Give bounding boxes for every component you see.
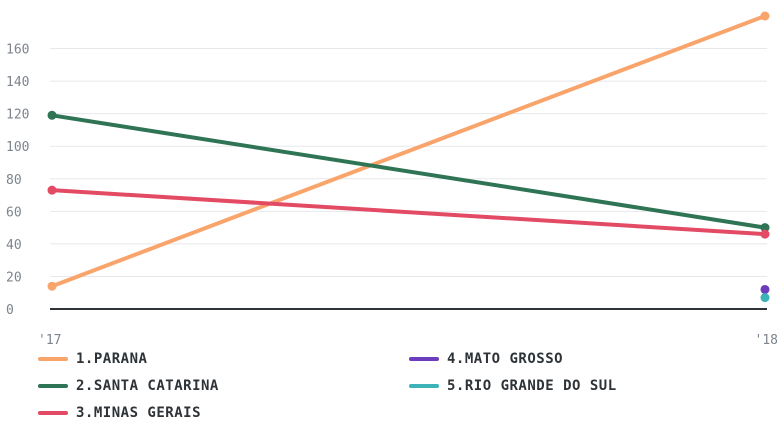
y-tick-label: 100 (6, 140, 29, 155)
data-point (760, 223, 770, 233)
y-tick-label: 60 (6, 205, 22, 220)
data-point (760, 229, 770, 239)
x-tick-label: '18 (755, 333, 778, 348)
data-point (760, 11, 770, 21)
data-point (47, 281, 57, 291)
series-line-3 (50, 188, 767, 237)
y-tick-label: 0 (6, 303, 14, 318)
data-point (760, 293, 770, 303)
gridlines (50, 48, 767, 310)
series-lines (50, 14, 767, 289)
series-line-1 (50, 14, 767, 289)
y-tick-label: 120 (6, 108, 29, 123)
data-point (760, 284, 770, 294)
y-tick-label: 140 (6, 75, 29, 90)
series-line-2 (50, 113, 767, 230)
data-point (47, 110, 57, 120)
series-points (47, 11, 770, 303)
y-tick-label: 160 (6, 43, 29, 58)
x-tick-label: '17 (38, 333, 61, 348)
y-axis-ticks: 0 20 40 60 80 100 120 140 160 (6, 43, 29, 318)
data-point (47, 185, 57, 195)
y-tick-label: 40 (6, 238, 22, 253)
y-tick-label: 20 (6, 270, 22, 285)
x-axis-ticks: '17 '18 (38, 333, 778, 348)
y-tick-label: 80 (6, 173, 22, 188)
